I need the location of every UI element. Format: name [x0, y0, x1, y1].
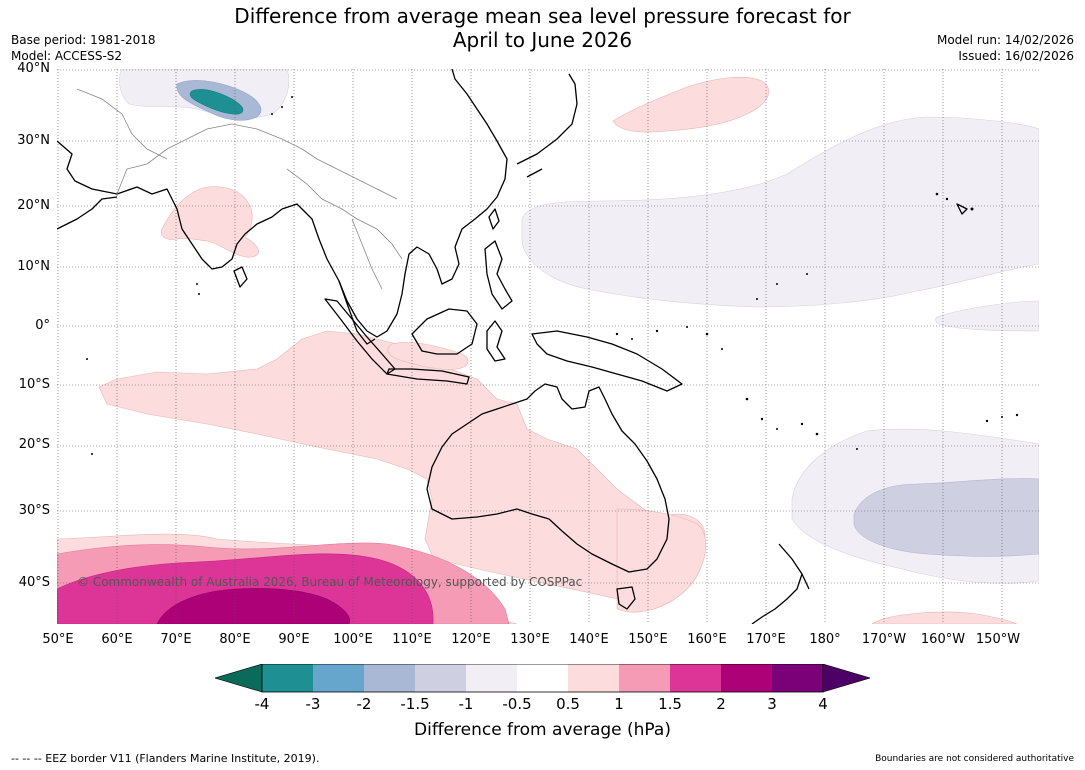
colorbar-bin-c9: [670, 664, 721, 692]
cb-tick-1: 1: [614, 695, 624, 713]
lon-label-170e: 170°E: [746, 632, 786, 647]
lon-label-130e: 130°E: [510, 632, 550, 647]
lon-label-160e: 160°E: [687, 632, 727, 647]
coast-tasmania: [616, 586, 636, 610]
lat-label-40s: 40°S: [18, 575, 50, 590]
anomaly-zone-south-pacific-low-core: [853, 478, 1039, 557]
lat-label-10n: 10°N: [17, 259, 50, 274]
eez-border-note: -- -- -- EEZ border V11 (Flanders Marine…: [11, 752, 320, 765]
colorbar-extend-max: [822, 664, 870, 693]
cb-tick-m2: -2: [356, 695, 372, 713]
colorbar-bin-c6: [517, 664, 568, 692]
lon-label-120e: 120°E: [451, 632, 491, 647]
colorbar-frame: [261, 664, 824, 693]
coast-arabia: [57, 140, 283, 270]
colorbar-bin-c3: [364, 664, 415, 692]
graticule: [57, 69, 1039, 624]
coast-sulawesi: [486, 320, 506, 362]
cb-tick-m0-5: -0.5: [502, 695, 532, 713]
anomaly-zone-himalaya-deep: [189, 89, 244, 115]
meta-right: Model run: 14/02/2026 Issued: 16/02/2026: [937, 32, 1074, 64]
anomaly-zone-india: [161, 186, 259, 258]
coast-malay: [338, 280, 376, 345]
colorbar-bin-c1: [262, 664, 313, 692]
anomaly-zone-east-australia: [616, 508, 707, 613]
colorbar-bin-c4: [415, 664, 466, 692]
colorbar-bin-c8: [619, 664, 670, 692]
lon-label-50e: 50°E: [42, 632, 74, 647]
cb-tick-2: 2: [716, 695, 726, 713]
map-copyright: © Commonwealth of Australia 2026, Bureau…: [77, 575, 582, 589]
cb-tick-1-5: 1.5: [658, 695, 682, 713]
cb-tick-4: 4: [818, 695, 828, 713]
cb-tick-m4: -4: [254, 695, 270, 713]
anomaly-zone-java-sea: [387, 342, 469, 370]
title-line-1: Difference from average mean sea level p…: [234, 4, 851, 28]
coast-indochina: [281, 69, 508, 338]
anomaly-zone-pacific-low: [521, 116, 1039, 308]
colorbar-bin-c2: [313, 664, 364, 692]
coast-taiwan: [488, 208, 500, 230]
coast-new-zealand: [751, 543, 810, 624]
cb-tick-m1: -1: [458, 695, 474, 713]
coast-australia: [426, 383, 670, 573]
lon-label-170w: 170°W: [861, 632, 907, 647]
meta-left: Base period: 1981-2018 Model: ACCESS-S2: [11, 32, 156, 64]
issued-date: Issued: 16/02/2026: [958, 49, 1074, 63]
coast-philippines: [484, 240, 513, 310]
lat-label-20s: 20°S: [18, 437, 50, 452]
map-area: © Commonwealth of Australia 2026, Bureau…: [57, 69, 1039, 624]
lon-label-100e: 100°E: [333, 632, 373, 647]
cb-tick-m3: -3: [305, 695, 321, 713]
cb-tick-3: 3: [767, 695, 777, 713]
coast-borneo: [411, 308, 478, 355]
colorbar-bin-c10: [721, 664, 772, 692]
anomaly-zone-south-east: [871, 611, 1018, 624]
cb-tick-0-5: 0.5: [556, 695, 580, 713]
lon-label-150w: 150°W: [975, 632, 1021, 647]
colorbar: [215, 664, 870, 693]
coast-japan: [516, 73, 578, 178]
lon-label-180: 180°: [809, 632, 841, 647]
lat-label-40n: 40°N: [17, 61, 50, 76]
lat-label-20n: 20°N: [17, 198, 50, 213]
lon-label-140e: 140°E: [569, 632, 609, 647]
coast-java: [386, 368, 470, 385]
lat-label-30s: 30°S: [18, 503, 50, 518]
lon-label-150e: 150°E: [628, 632, 668, 647]
lat-label-10s: 10°S: [18, 377, 50, 392]
lon-label-110e: 110°E: [392, 632, 432, 647]
pressure-anomaly-layer: [57, 69, 1039, 624]
lon-label-90e: 90°E: [278, 632, 310, 647]
colorbar-bin-c11: [772, 664, 823, 692]
title-line-2: April to June 2026: [452, 28, 633, 52]
coast-sri-lanka: [233, 266, 248, 288]
lon-label-70e: 70°E: [160, 632, 192, 647]
boundaries-note: Boundaries are not considered authoritat…: [875, 754, 1074, 764]
lon-label-80e: 80°E: [219, 632, 251, 647]
base-period: Base period: 1981-2018: [11, 33, 156, 47]
chart-title: Difference from average mean sea level p…: [0, 4, 1085, 52]
coastlines: [57, 69, 968, 624]
lat-label-30n: 30°N: [17, 133, 50, 148]
anomaly-zone-pacific-low-east: [935, 300, 1039, 332]
anomaly-zone-2-3-south: [156, 588, 351, 624]
model-name: Model: ACCESS-S2: [11, 49, 123, 63]
lon-label-60e: 60°E: [101, 632, 133, 647]
lon-label-160w: 160°W: [920, 632, 966, 647]
lat-label-0: 0°: [35, 318, 50, 333]
model-run: Model run: 14/02/2026: [936, 33, 1074, 47]
coast-new-guinea: [531, 330, 683, 392]
cb-tick-m1-5: -1.5: [400, 695, 430, 713]
anomaly-zone-north-pacific: [612, 76, 770, 133]
colorbar-extend-min: [215, 664, 263, 693]
colorbar-label: Difference from average (hPa): [414, 720, 671, 740]
coast-gulf: [57, 196, 118, 230]
colorbar-bin-c5: [466, 664, 517, 692]
colorbar-bin-c7: [568, 664, 619, 692]
coast-hawaii: [956, 203, 968, 215]
pacific-islands: [86, 96, 1019, 455]
country-borders: [76, 88, 403, 290]
